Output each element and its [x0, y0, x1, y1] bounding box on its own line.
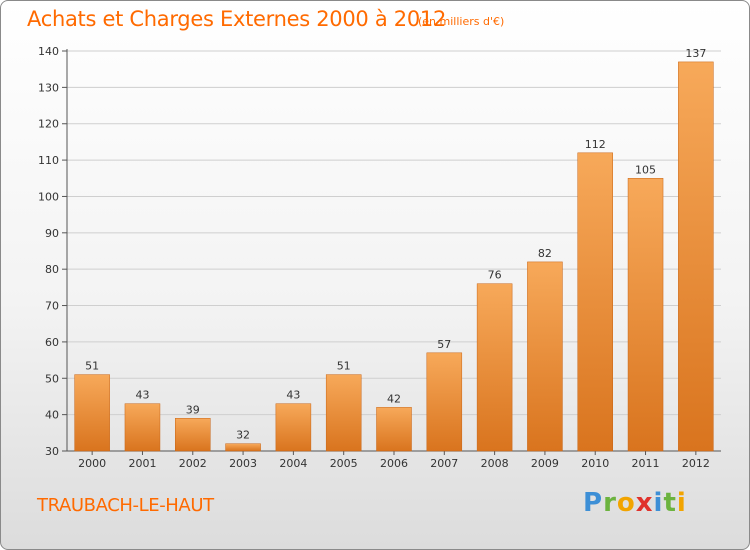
proxiti-logo: Proxiti: [583, 488, 687, 518]
data-label: 51: [337, 360, 351, 373]
logo-letter: r: [603, 488, 617, 518]
y-tick-label: 90: [45, 227, 59, 240]
x-tick-label: 2000: [78, 457, 106, 470]
bar: [325, 374, 362, 452]
y-tick-label: 140: [38, 45, 59, 58]
x-tick-label: 2003: [229, 457, 257, 470]
logo-letter: o: [616, 488, 636, 518]
x-tick-label: 2009: [531, 457, 559, 470]
y-tick-label: 120: [38, 118, 59, 131]
chart-title: Achats et Charges Externes 2000 à 2012: [27, 7, 447, 31]
data-label: 42: [387, 392, 401, 405]
x-tick-label: 2006: [380, 457, 408, 470]
data-label: 82: [538, 247, 552, 260]
x-tick-label: 2007: [430, 457, 458, 470]
data-label: 43: [286, 389, 300, 402]
x-tick-label: 2004: [279, 457, 307, 470]
data-label: 112: [585, 138, 606, 151]
logo-letter: i: [653, 488, 664, 518]
bar: [577, 152, 613, 452]
y-tick-label: 80: [45, 263, 59, 276]
commune-name: TRAUBACH-LE-HAUT: [37, 495, 214, 516]
y-tick-label: 70: [45, 300, 59, 313]
data-label: 76: [488, 269, 502, 282]
bar: [175, 418, 211, 452]
bar: [74, 374, 110, 452]
bar: [376, 407, 412, 452]
x-tick-label: 2012: [682, 457, 710, 470]
bar: [275, 403, 312, 452]
chart-subtitle: (en milliers d'€): [418, 15, 505, 28]
x-tick-label: 2001: [128, 457, 156, 470]
y-tick-label: 60: [45, 336, 59, 349]
y-tick-label: 100: [38, 190, 59, 203]
data-label: 105: [635, 163, 656, 176]
logo-letter: P: [583, 488, 604, 518]
bar: [527, 261, 563, 452]
logo-letter: x: [635, 488, 654, 518]
data-label: 137: [685, 47, 706, 60]
bar: [426, 352, 463, 452]
y-tick-label: 130: [38, 81, 59, 94]
data-label: 43: [135, 389, 149, 402]
x-tick-label: 2005: [330, 457, 358, 470]
bar: [678, 61, 714, 452]
data-label: 51: [85, 360, 99, 373]
x-tick-label: 2008: [481, 457, 509, 470]
y-tick-label: 110: [38, 154, 59, 167]
bar: [627, 178, 664, 452]
data-label: 39: [186, 403, 200, 416]
y-tick-label: 30: [45, 445, 59, 458]
data-label: 57: [437, 338, 451, 351]
bar: [225, 443, 261, 452]
logo-letter: t: [663, 488, 677, 518]
data-label: 32: [236, 429, 250, 442]
x-tick-label: 2002: [179, 457, 207, 470]
bar: [124, 403, 161, 452]
y-tick-label: 50: [45, 372, 59, 385]
logo-letter: i: [676, 488, 687, 518]
x-tick-label: 2011: [632, 457, 660, 470]
bar: [476, 283, 513, 452]
y-tick-label: 40: [45, 409, 59, 422]
x-tick-label: 2010: [581, 457, 609, 470]
